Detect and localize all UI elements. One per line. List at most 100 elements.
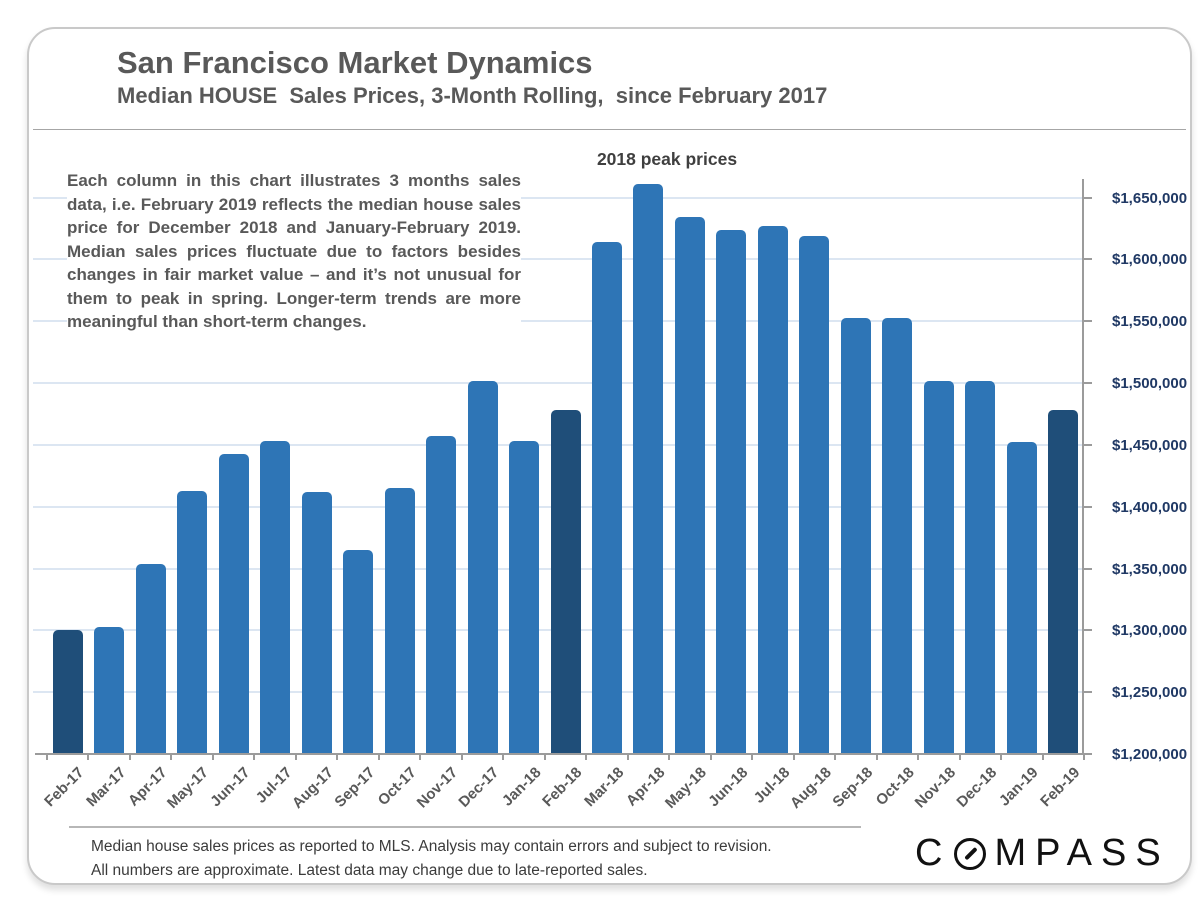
x-axis-tick-label: Apr-18: [622, 764, 669, 810]
x-axis-tick-label: Dec-17: [455, 764, 503, 811]
y-axis-tick-label: $1,550,000: [1112, 313, 1188, 331]
x-axis-tick-label: Sep-17: [331, 764, 379, 811]
gridline: [33, 196, 1084, 199]
bar-Mar-18: [591, 242, 622, 754]
y-axis-tick: [1082, 382, 1092, 385]
compass-logo-text-prefix: C: [915, 832, 952, 874]
x-axis-tick: [460, 754, 463, 760]
y-axis-tick-label: $1,650,000: [1112, 189, 1188, 207]
bar-Feb-18: [550, 410, 581, 754]
x-axis-tick-label: Nov-17: [413, 764, 462, 812]
x-axis-tick-label: Dec-18: [953, 764, 1001, 811]
x-axis-tick: [46, 754, 48, 760]
x-axis-tick: [585, 754, 588, 760]
x-axis-tick-label: Oct-17: [374, 764, 420, 810]
report-card: San Francisco Market Dynamics Median HOU…: [27, 27, 1192, 885]
y-axis-tick: [1082, 567, 1092, 570]
bar-May-18: [674, 217, 705, 754]
x-axis-tick: [834, 754, 837, 760]
gridline: [33, 320, 1084, 323]
x-axis-tick: [668, 754, 671, 760]
x-axis-tick: [958, 754, 961, 760]
y-axis-tick-label: $1,300,000: [1112, 622, 1188, 640]
y-axis-tick: [1082, 320, 1092, 323]
compass-logo: C MPASS: [915, 832, 1170, 875]
peak-prices-label: 2018 peak prices: [596, 149, 738, 169]
bar-Apr-17: [135, 563, 166, 754]
bar-Jan-19: [1006, 442, 1037, 754]
bar-Aug-17: [301, 491, 332, 754]
x-axis-tick: [170, 754, 173, 760]
footnote-line-2: All numbers are approximate. Latest data…: [91, 862, 648, 879]
y-axis-tick-label: $1,450,000: [1112, 436, 1188, 454]
bar-Oct-18: [882, 317, 913, 754]
x-axis-tick: [1000, 754, 1003, 760]
x-axis-tick: [792, 754, 795, 760]
y-axis-tick: [1082, 196, 1092, 199]
x-axis-tick: [253, 754, 256, 760]
gridline: [33, 382, 1084, 385]
page-title: San Francisco Market Dynamics: [117, 45, 593, 80]
y-axis-tick-label: $1,600,000: [1112, 251, 1188, 269]
x-axis-tick: [211, 754, 214, 760]
x-axis-tick-label: Sep-18: [829, 764, 876, 811]
x-axis-tick: [502, 754, 505, 760]
x-axis-tick: [626, 754, 629, 760]
bar-Nov-18: [923, 380, 954, 754]
x-axis-tick-label: Jun-17: [207, 764, 254, 811]
x-axis-tick: [336, 754, 339, 760]
x-axis-tick-label: May-18: [661, 764, 710, 812]
x-axis-tick-label: Nov-18: [911, 764, 959, 812]
x-axis-tick-label: Jan-19: [996, 764, 1042, 810]
y-axis-tick: [1082, 258, 1092, 261]
x-axis-tick-label: Oct-18: [872, 764, 918, 810]
y-axis-tick: [1082, 691, 1092, 694]
bar-Dec-17: [467, 380, 498, 754]
footer-divider: [69, 826, 861, 828]
x-axis-tick: [128, 754, 131, 760]
plot-area: [33, 179, 1092, 760]
y-axis-tick-label: $1,400,000: [1112, 498, 1188, 516]
chart-annotation-text: Each column in this chart illustrates 3 …: [67, 169, 521, 334]
x-axis-tick-label: Aug-18: [786, 764, 835, 812]
y-axis-tick: [1082, 443, 1092, 446]
x-axis-tick: [917, 754, 920, 760]
y-axis-tick-label: $1,250,000: [1112, 684, 1188, 702]
compass-logo-text-suffix: MPASS: [994, 832, 1170, 874]
x-axis-tick-label: Aug-17: [288, 764, 337, 812]
bar-Aug-18: [799, 235, 830, 754]
x-axis-tick: [87, 754, 90, 760]
y-axis-tick-label: $1,200,000: [1112, 746, 1188, 763]
bar-Sep-17: [343, 549, 374, 754]
y-axis-tick: [1082, 505, 1092, 508]
x-axis-tick: [419, 754, 422, 760]
y-axis-tick-label: $1,350,000: [1112, 560, 1188, 578]
x-axis-tick-label: Feb-18: [539, 764, 586, 811]
bar-Nov-17: [426, 436, 457, 754]
x-axis-tick: [751, 754, 754, 760]
bar-Dec-18: [965, 380, 996, 754]
x-axis-tick: [294, 754, 297, 760]
x-axis-tick: [875, 754, 878, 760]
x-axis-tick: [1083, 754, 1085, 760]
x-axis-tick-label: May-17: [164, 764, 213, 812]
y-axis-tick: [1082, 629, 1092, 632]
x-axis-tick-label: Jan-18: [498, 764, 545, 810]
bar-Jul-18: [757, 226, 788, 754]
bar-Oct-17: [384, 488, 415, 754]
bar-Jul-17: [260, 441, 291, 754]
footnote: Median house sales prices as reported to…: [91, 835, 772, 883]
bar-Jun-18: [716, 229, 747, 754]
x-axis-tick: [543, 754, 546, 760]
x-axis-tick-label: Apr-17: [125, 764, 171, 810]
bar-Sep-18: [840, 317, 871, 754]
y-axis-tick: [1082, 753, 1092, 755]
y-axis-labels: $1,200,000 $1,250,000 $1,300,000 $1,350,000…: [1098, 179, 1198, 763]
bar-Feb-19: [1048, 410, 1079, 754]
x-axis-tick: [709, 754, 712, 760]
bar-Feb-17: [52, 630, 83, 754]
x-axis-tick-label: Feb-19: [1037, 764, 1084, 811]
compass-needle-bar: [963, 846, 977, 861]
x-axis-tick: [1041, 754, 1044, 760]
x-axis-tick-label: Mar-18: [580, 764, 628, 811]
